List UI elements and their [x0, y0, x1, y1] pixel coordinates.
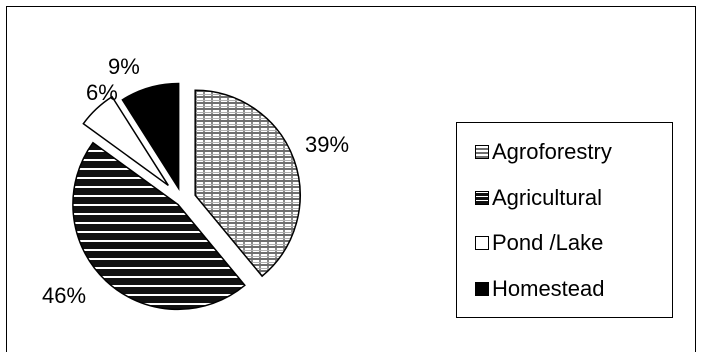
pie-slice-agricultural — [72, 141, 246, 311]
pct-label-agroforestry: 39% — [305, 132, 349, 157]
legend-swatch-pond-lake — [475, 236, 489, 250]
legend-item-homestead: Homestead — [475, 277, 605, 301]
legend-label-agroforestry: Agroforestry — [492, 139, 612, 164]
pie-slice-agroforestry — [194, 89, 301, 278]
chart-frame — [6, 6, 696, 352]
pct-label-agricultural: 46% — [42, 283, 86, 308]
pie-slice-homestead — [121, 82, 180, 192]
legend-swatch-homestead — [475, 282, 489, 296]
legend-item-agricultural: Agricultural — [475, 186, 602, 210]
legend-label-pond-lake: Pond /Lake — [492, 230, 604, 255]
pie-slice-pond-lake — [82, 95, 169, 187]
legend-label-agricultural: Agricultural — [492, 185, 603, 210]
chart-legend: Agroforestry Agricultural Pond /Lake Hom… — [456, 122, 673, 318]
legend-swatch-agricultural — [475, 191, 489, 205]
legend-item-agroforestry: Agroforestry — [475, 140, 612, 164]
legend-swatch-agroforestry — [475, 145, 489, 159]
legend-label-homestead: Homestead — [492, 276, 605, 301]
legend-item-pond-lake: Pond /Lake — [475, 231, 603, 255]
pct-label-homestead: 9% — [108, 54, 140, 79]
pct-label-pond-lake: 6% — [86, 80, 118, 105]
